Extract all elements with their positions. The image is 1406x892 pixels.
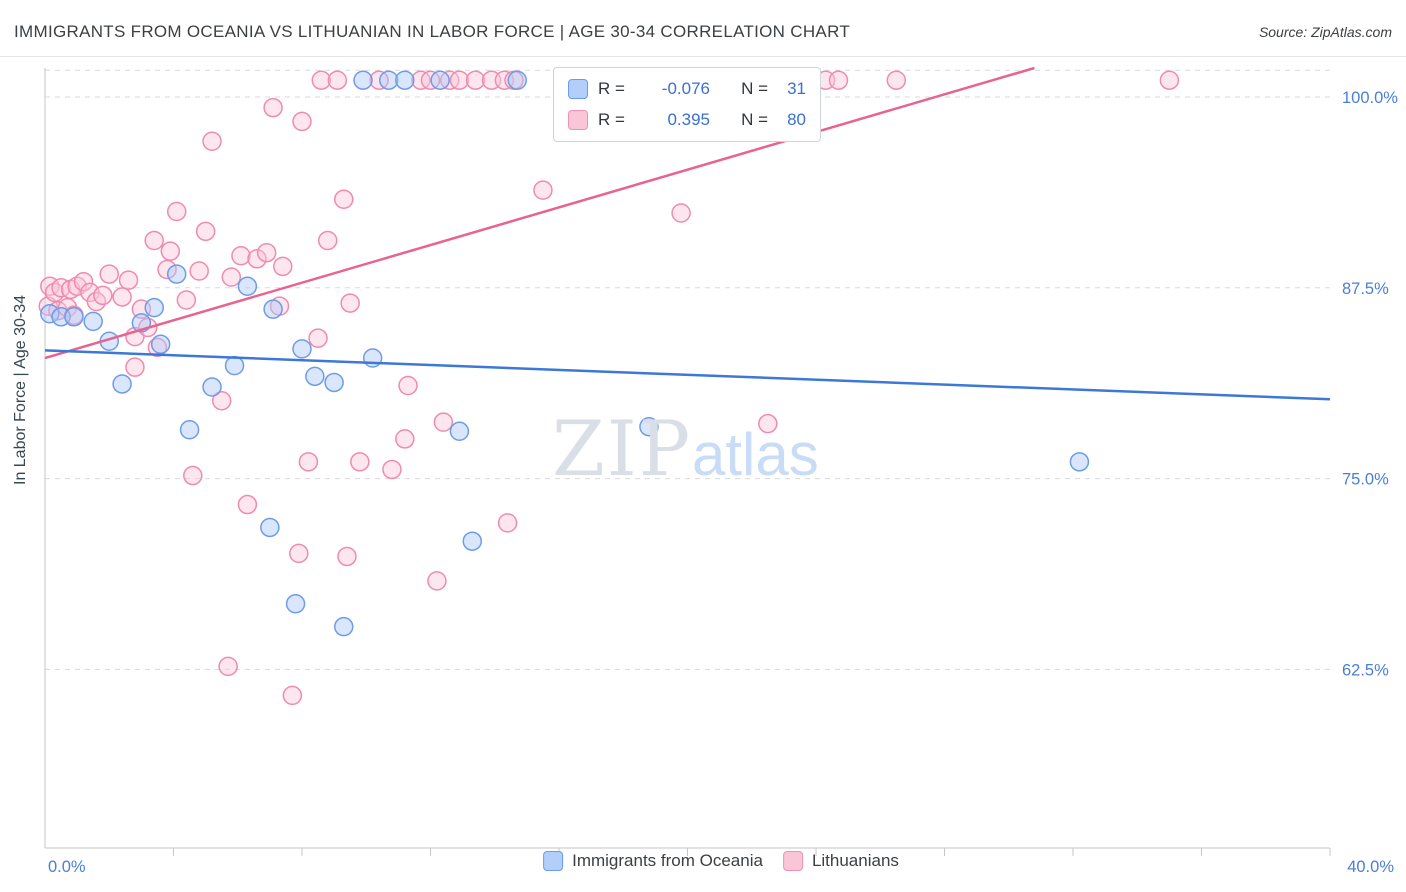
n-label-2: N = — [741, 110, 768, 129]
svg-text:87.5%: 87.5% — [1342, 280, 1389, 298]
n-label: N = — [741, 79, 768, 98]
svg-text:40.0%: 40.0% — [1347, 858, 1394, 876]
r-value-oceania: -0.076 — [661, 79, 710, 98]
r-label: R = — [598, 79, 625, 98]
n-value-oceania: 31 — [787, 79, 806, 98]
svg-text:100.0%: 100.0% — [1342, 89, 1398, 107]
r-label-2: R = — [598, 110, 625, 129]
legend-item-oceania: Immigrants from Oceania — [543, 851, 763, 871]
legend-label-oceania: Immigrants from Oceania — [572, 851, 763, 870]
header: IMMIGRANTS FROM OCEANIA VS LITHUANIAN IN… — [0, 0, 1406, 57]
stats-row-lithuanians: R = 0.395 N = 80 — [568, 108, 806, 132]
legend-swatch-oceania — [543, 851, 564, 871]
y-axis-label: In Labor Force | Age 30-34 — [12, 294, 29, 486]
svg-text:75.0%: 75.0% — [1342, 471, 1389, 489]
source-attribution: Source: ZipAtlas.com — [1258, 24, 1392, 40]
legend-item-lithuanians: Lithuanians — [782, 851, 899, 871]
svg-text:62.5%: 62.5% — [1342, 661, 1389, 679]
stats-row-oceania: R = -0.076 N = 31 — [568, 77, 806, 101]
page-title: IMMIGRANTS FROM OCEANIA VS LITHUANIAN IN… — [14, 22, 851, 41]
r-value-lithuanians: 0.395 — [667, 110, 710, 129]
legend-label-lithuanians: Lithuanians — [811, 851, 899, 870]
svg-text:0.0%: 0.0% — [48, 858, 86, 876]
n-value-lithuanians: 80 — [787, 110, 806, 129]
lithuanians-swatch — [568, 110, 588, 130]
oceania-swatch — [568, 79, 588, 99]
correlation-stats-box: R = -0.076 N = 31 R = 0.395 N = 80 — [553, 67, 821, 142]
series-legend: Immigrants from Oceania Lithuanians — [543, 851, 899, 871]
legend-swatch-lithuanians — [782, 851, 803, 871]
